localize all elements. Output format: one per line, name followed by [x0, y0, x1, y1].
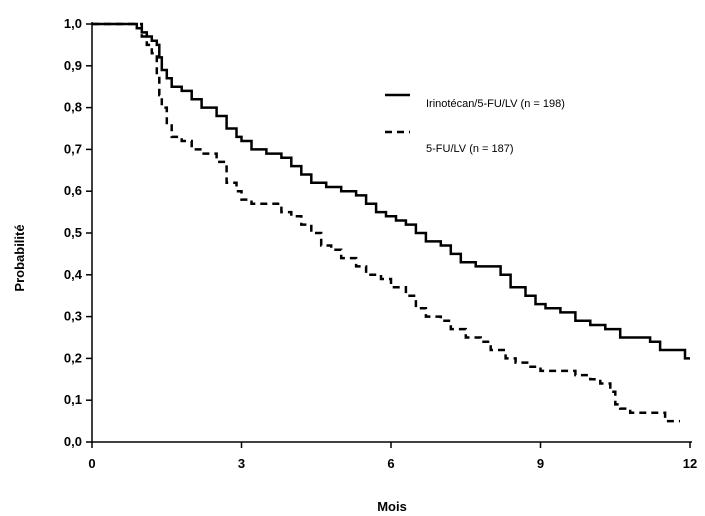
x-tick-label: 12 — [683, 456, 697, 471]
legend-label-1: Irinotécan/5-FU/LV (n = 198) — [426, 98, 565, 110]
y-tick-label: 0,4 — [64, 267, 83, 282]
x-tick-label: 6 — [387, 456, 394, 471]
x-tick-label: 0 — [88, 456, 95, 471]
series-line-1 — [92, 22, 690, 360]
axes: 0,0 0,1 0,2 0,3 0,4 0,5 0,6 0,7 0,8 0,9 1,0 0 3 6 9 12 — [64, 16, 697, 471]
legend: Irinotécan/5-FU/LV (n = 198) 5-FU/LV (n =… — [385, 93, 565, 155]
y-tick-label: 0,1 — [64, 392, 82, 407]
y-axis-label: Probabilité — [12, 224, 27, 291]
x-tick-label: 3 — [238, 456, 245, 471]
y-tick-label: 0,6 — [64, 183, 82, 198]
legend-label-2: 5-FU/LV (n = 187) — [426, 143, 514, 155]
y-tick-label: 0,2 — [64, 350, 82, 365]
y-tick-label: 0,0 — [64, 434, 82, 449]
y-tick-label: 0,9 — [64, 58, 82, 73]
x-axis-label: Mois — [377, 499, 407, 514]
y-tick-label: 0,3 — [64, 309, 82, 324]
series-line-2 — [92, 22, 680, 423]
y-tick-label: 1,0 — [64, 16, 82, 31]
x-tick-label: 9 — [537, 456, 544, 471]
y-tick-label: 0,5 — [64, 225, 82, 240]
series-layer — [92, 22, 690, 423]
y-tick-label: 0,7 — [64, 141, 82, 156]
y-tick-label: 0,8 — [64, 100, 82, 115]
